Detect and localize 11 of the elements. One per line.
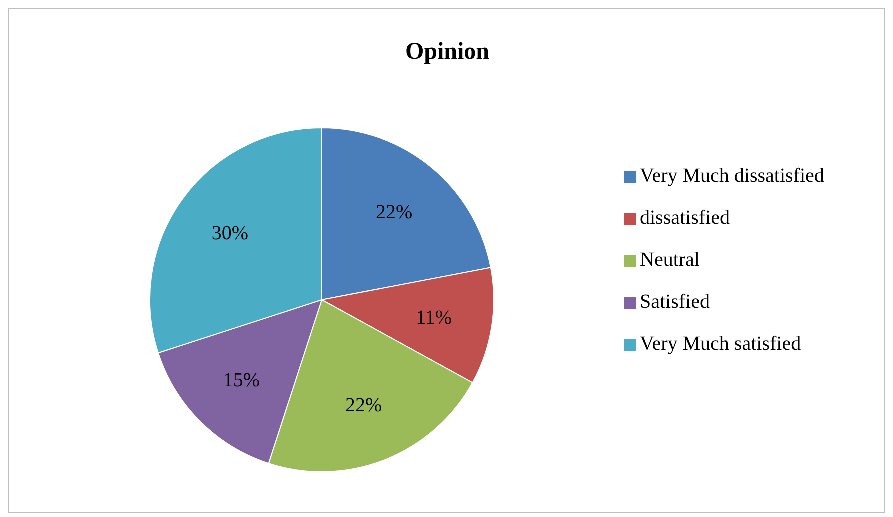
data-label: 30% <box>212 222 248 244</box>
chart-title: Opinion <box>404 39 491 66</box>
data-label: 15% <box>223 369 260 392</box>
legend-label: dissatisfied <box>640 207 730 230</box>
legend-label: Satisfied <box>640 291 710 314</box>
legend-label: Very Much dissatisfied <box>640 165 824 188</box>
data-label: 22% <box>376 202 413 224</box>
legend-label: Neutral <box>640 249 700 272</box>
data-label: 11% <box>416 306 452 329</box>
legend-label: Very Much satisfied <box>640 333 802 356</box>
data-label: 22% <box>345 394 382 417</box>
